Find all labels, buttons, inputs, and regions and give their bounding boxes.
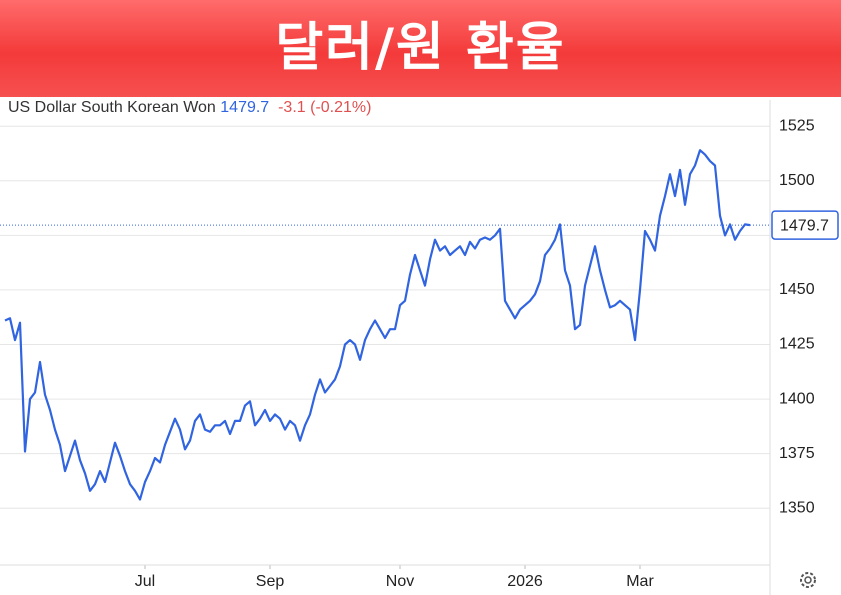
settings-icon[interactable] [800, 572, 816, 588]
x-tick-label: Nov [386, 573, 414, 590]
gear-inner[interactable] [804, 576, 812, 584]
price-line [4, 149, 751, 501]
x-tick-label: Sep [256, 573, 285, 590]
gear-outer[interactable] [800, 572, 816, 588]
y-tick-label: 1450 [779, 281, 815, 298]
title-banner: 달러/원 환율 [0, 0, 841, 97]
x-tick-label: Mar [626, 573, 654, 590]
last-price-box [771, 210, 839, 240]
legend-change: -3.1 (-0.21%) [278, 99, 372, 116]
y-tick-label: 1525 [779, 117, 815, 134]
legend-label: US Dollar South Korean Won [8, 99, 216, 116]
legend: US Dollar South Korean Won 1479.7 -3.1 (… [8, 99, 371, 117]
chart-title: 달러/원 환율 [275, 18, 566, 78]
x-tick-label: 2026 [507, 573, 543, 590]
y-tick-label: 1425 [779, 336, 815, 353]
legend-price: 1479.7 [220, 99, 270, 116]
last-price-label: 1479.7 [780, 217, 829, 234]
y-tick-label: 1400 [779, 390, 815, 407]
x-tick-label: Jul [135, 573, 155, 590]
y-tick-label: 1500 [779, 172, 815, 189]
y-tick-label: 1375 [779, 445, 815, 462]
y-tick-label: 1350 [779, 499, 815, 516]
